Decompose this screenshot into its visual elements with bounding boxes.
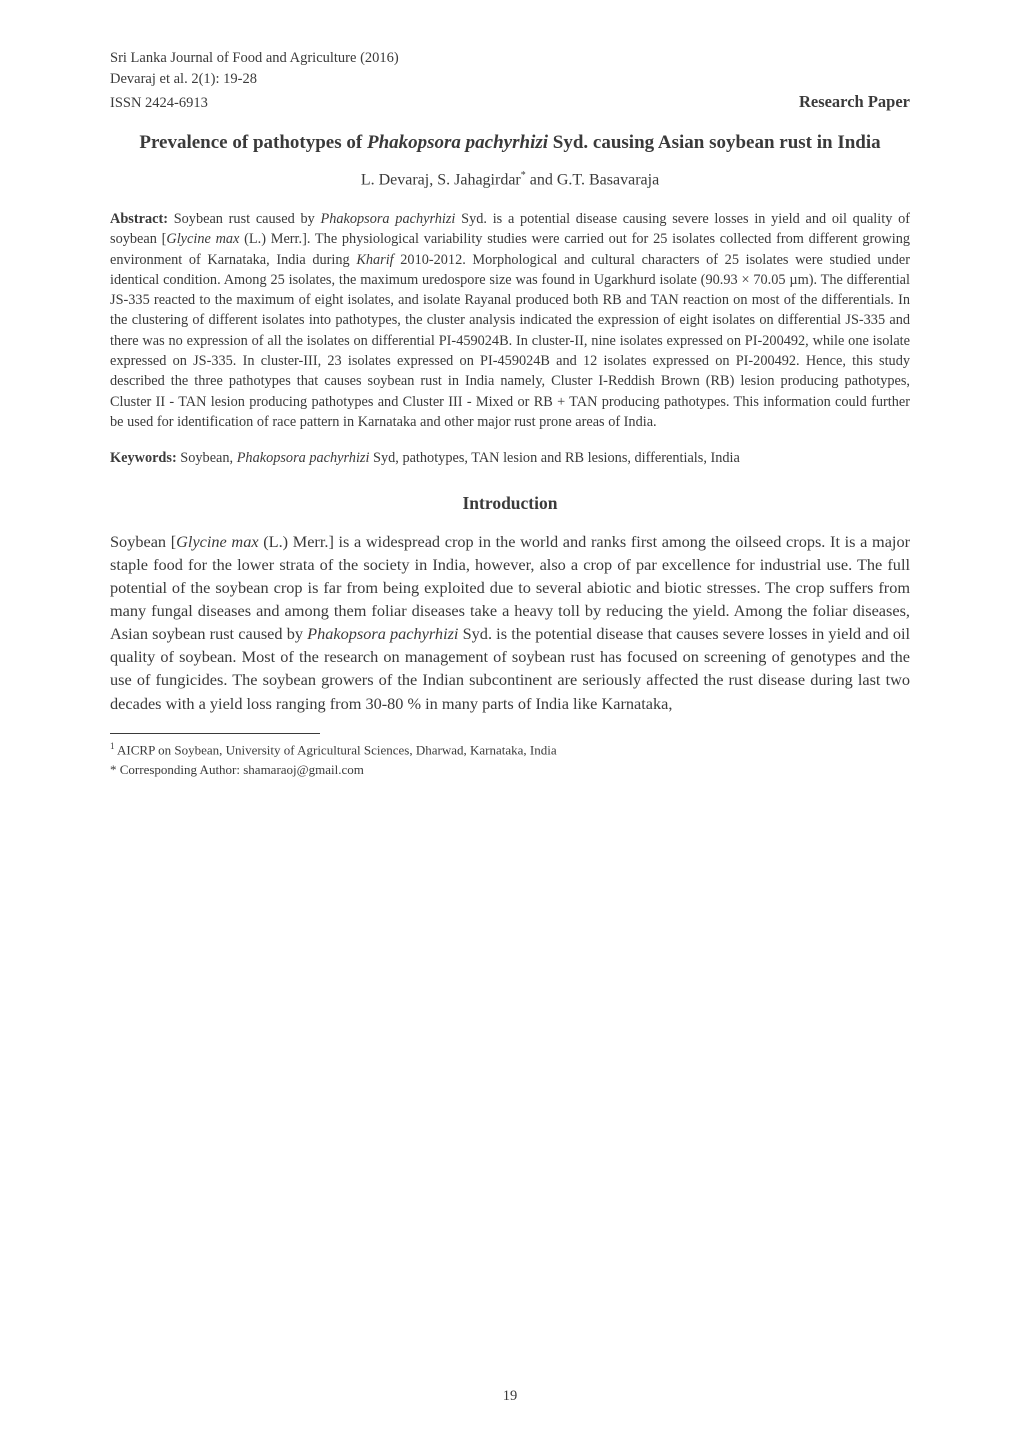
abstract-text-4: 2010-2012. Morphological and cultural ch… (110, 252, 910, 430)
authors-part2: and G.T. Basavaraja (526, 171, 659, 188)
footnote-corresponding: * Corresponding Author: shamaraoj@gmail.… (110, 760, 910, 780)
intro-italic-2: Phakopsora pachyrhizi (307, 624, 458, 643)
abstract-label: Abstract: (110, 211, 168, 227)
abstract-italic-2: Glycine max (166, 231, 239, 247)
article-title: Prevalence of pathotypes of Phakopsora p… (110, 130, 910, 156)
citation-line: Devaraj et al. 2(1): 19-28 (110, 69, 910, 90)
authors-line: L. Devaraj, S. Jahagirdar* and G.T. Basa… (110, 170, 910, 189)
page-number: 19 (0, 1388, 1020, 1405)
keywords-text-1: Soybean, (177, 450, 237, 466)
footnote-affiliation-text: AICRP on Soybean, University of Agricult… (115, 742, 557, 757)
issn: ISSN 2424-6913 (110, 95, 208, 112)
header-block: Sri Lanka Journal of Food and Agricultur… (110, 48, 910, 112)
authors-part1: L. Devaraj, S. Jahagirdar (361, 171, 521, 188)
title-block: Prevalence of pathotypes of Phakopsora p… (110, 130, 910, 156)
introduction-heading: Introduction (110, 493, 910, 514)
abstract-text-1: Soybean rust caused by (168, 211, 321, 227)
journal-name: Sri Lanka Journal of Food and Agricultur… (110, 48, 910, 69)
introduction-body: Soybean [Glycine max (L.) Merr.] is a wi… (110, 530, 910, 715)
issn-row: ISSN 2424-6913 Research Paper (110, 92, 910, 112)
keywords: Keywords: Soybean, Phakopsora pachyrhizi… (110, 448, 910, 468)
keywords-label: Keywords: (110, 450, 177, 466)
abstract-italic-3: Kharif (356, 252, 393, 268)
title-prefix: Prevalence of pathotypes of (139, 132, 367, 153)
title-species: Phakopsora pachyrhizi (367, 132, 548, 153)
title-suffix: Syd. causing Asian soybean rust in India (548, 132, 881, 153)
abstract: Abstract: Soybean rust caused by Phakops… (110, 209, 910, 432)
abstract-italic-1: Phakopsora pachyrhizi (320, 211, 455, 227)
footnote-rule (110, 733, 320, 734)
paper-type: Research Paper (799, 92, 910, 112)
intro-italic-1: Glycine max (176, 532, 258, 551)
keywords-italic-1: Phakopsora pachyrhizi (237, 450, 370, 466)
keywords-text-2: Syd, pathotypes, TAN lesion and RB lesio… (369, 450, 739, 466)
intro-text-1: Soybean [ (110, 532, 176, 551)
footnote-affiliation: 1 AICRP on Soybean, University of Agricu… (110, 740, 910, 760)
